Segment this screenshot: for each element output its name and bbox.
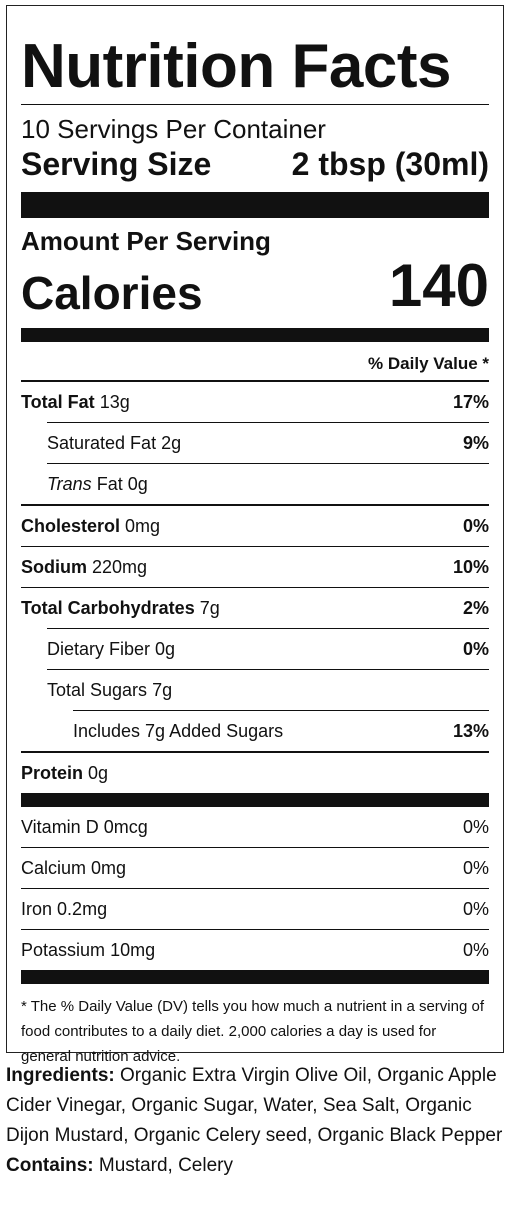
vitamin-row-iron: Iron 0.2mg 0% bbox=[21, 898, 489, 919]
daily-value: 0% bbox=[462, 939, 489, 960]
vitamin-row-vitamin-d: Vitamin D 0mcg 0% bbox=[21, 816, 489, 837]
nutrient-row-trans-fat: Trans Fat 0g bbox=[47, 473, 148, 494]
divider bbox=[73, 710, 489, 712]
daily-value: 0% bbox=[462, 898, 489, 919]
divider bbox=[47, 669, 489, 671]
calories-value: 140 bbox=[388, 252, 489, 320]
divider bbox=[21, 587, 489, 589]
daily-value: 0% bbox=[462, 816, 489, 837]
calories-label: Calories bbox=[21, 267, 203, 320]
divider bbox=[21, 504, 489, 507]
contains-text: Mustard, Celery bbox=[98, 1155, 233, 1176]
divider bbox=[21, 546, 489, 548]
divider bbox=[47, 463, 489, 465]
divider bbox=[21, 847, 489, 849]
ingredients-paragraph: Ingredients: Organic Extra Virgin Olive … bbox=[6, 1061, 516, 1151]
divider bbox=[21, 104, 489, 105]
divider bbox=[47, 422, 489, 424]
serving-size-value: 2 tbsp (30ml) bbox=[291, 145, 489, 182]
ingredients-section: Ingredients: Organic Extra Virgin Olive … bbox=[6, 1061, 516, 1181]
nutrient-row-added-sugars: Includes 7g Added Sugars 13% bbox=[73, 720, 489, 741]
daily-value-footnote: * The % Daily Value (DV) tells you how m… bbox=[21, 998, 484, 1066]
daily-value: 10% bbox=[452, 556, 489, 577]
ingredients-text: Organic Extra Virgin Olive Oil, Organic … bbox=[6, 1065, 503, 1146]
amount-per-serving: Amount Per Serving bbox=[21, 226, 271, 257]
thick-divider bbox=[21, 970, 489, 985]
daily-value: 13% bbox=[452, 720, 489, 741]
serving-size-label: Serving Size bbox=[21, 145, 212, 182]
divider bbox=[21, 751, 489, 754]
nutrition-facts-panel: Nutrition Facts 10 Servings Per Containe… bbox=[6, 5, 504, 1065]
daily-value: 0% bbox=[462, 638, 489, 659]
label-title: Nutrition Facts bbox=[21, 32, 451, 101]
nutrient-row-cholesterol: Cholesterol 0mg 0% bbox=[21, 515, 489, 536]
thick-divider bbox=[21, 328, 489, 343]
divider bbox=[21, 888, 489, 890]
ingredients-label: Ingredients: bbox=[6, 1065, 115, 1086]
daily-value: 9% bbox=[462, 432, 489, 453]
daily-value: 0% bbox=[462, 857, 489, 878]
thick-divider bbox=[21, 793, 489, 808]
nutrient-row-sodium: Sodium 220mg 10% bbox=[21, 556, 489, 577]
calories-row: Calories 140 bbox=[21, 252, 489, 320]
daily-value: 0% bbox=[462, 515, 489, 536]
daily-value-header: % Daily Value * bbox=[368, 354, 489, 374]
divider bbox=[47, 628, 489, 630]
nutrient-row-protein: Protein 0g bbox=[21, 762, 109, 783]
servings-per-container: 10 Servings Per Container bbox=[21, 114, 326, 144]
thick-divider bbox=[21, 192, 489, 219]
divider bbox=[21, 380, 489, 383]
divider bbox=[21, 929, 489, 931]
vitamin-row-calcium: Calcium 0mg 0% bbox=[21, 857, 489, 878]
daily-value: 17% bbox=[452, 391, 489, 412]
daily-value: 2% bbox=[462, 597, 489, 618]
serving-size-row: Serving Size 2 tbsp (30ml) bbox=[21, 146, 489, 183]
contains-label: Contains: bbox=[6, 1155, 94, 1176]
nutrient-row-total-carbohydrates: Total Carbohydrates 7g 2% bbox=[21, 597, 489, 618]
allergens-paragraph: Contains: Mustard, Celery bbox=[6, 1151, 516, 1181]
nutrient-row-dietary-fiber: Dietary Fiber 0g 0% bbox=[47, 638, 489, 659]
nutrient-row-saturated-fat: Saturated Fat 2g 9% bbox=[47, 432, 489, 453]
nutrient-row-total-fat: Total Fat 13g 17% bbox=[21, 391, 489, 412]
vitamin-row-potassium: Potassium 10mg 0% bbox=[21, 939, 489, 960]
nutrient-row-total-sugars: Total Sugars 7g bbox=[47, 679, 173, 700]
